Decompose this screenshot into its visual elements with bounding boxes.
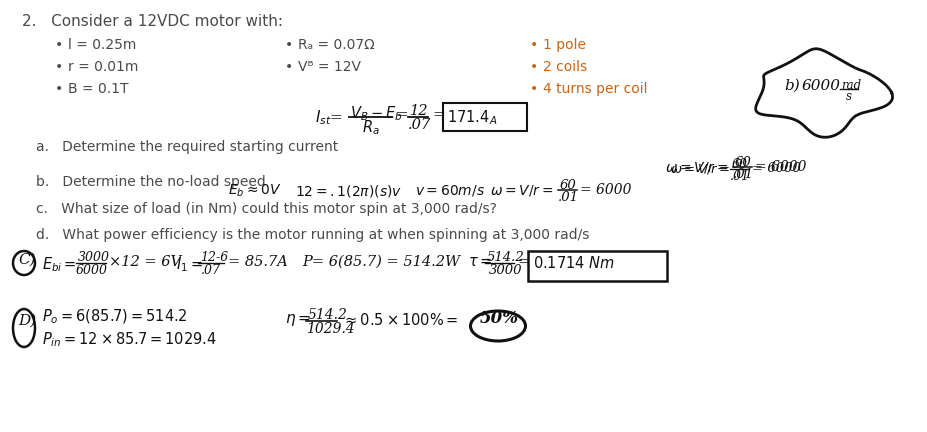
Text: $\approx 0.5\times100\% =$: $\approx 0.5\times100\% =$ [342, 312, 458, 328]
Text: Rₐ = 0.07Ω: Rₐ = 0.07Ω [298, 38, 375, 52]
Text: $P_{in} = 12\times85.7 = 1029.4$: $P_{in} = 12\times85.7 = 1029.4$ [42, 330, 216, 349]
Text: •: • [55, 82, 63, 96]
Text: •: • [285, 38, 293, 52]
Text: 60: 60 [559, 179, 576, 192]
Text: .07: .07 [201, 264, 221, 277]
Text: C): C) [18, 253, 35, 267]
Text: $171.4_A$: $171.4_A$ [447, 108, 497, 127]
Text: a.   Determine the required starting current: a. Determine the required starting curre… [36, 140, 337, 154]
FancyBboxPatch shape [442, 103, 527, 131]
Text: d.   What power efficiency is the motor running at when spinning at 3,000 rad/s: d. What power efficiency is the motor ru… [36, 228, 589, 242]
Text: =: = [395, 108, 407, 122]
Text: 3000: 3000 [489, 264, 522, 277]
Text: •: • [55, 38, 63, 52]
Text: D): D) [18, 314, 36, 328]
Text: .07: .07 [408, 118, 431, 132]
Text: .01: .01 [730, 170, 749, 183]
Text: = 6000: = 6000 [751, 162, 800, 175]
Text: = 6000: = 6000 [755, 160, 806, 174]
Text: Vᴮ = 12V: Vᴮ = 12V [298, 60, 361, 74]
Text: 1029.4: 1029.4 [306, 322, 354, 336]
Text: 12: 12 [410, 104, 428, 118]
Text: •: • [55, 60, 63, 74]
Text: $P_o = 6(85.7) = 514.2$: $P_o = 6(85.7) = 514.2$ [42, 308, 187, 327]
Text: $\omega = V/r =$: $\omega = V/r =$ [665, 160, 728, 175]
Text: $12 = .1(2\pi)(s)v$: $12 = .1(2\pi)(s)v$ [295, 183, 401, 199]
Text: =: = [517, 255, 529, 269]
Text: r = 0.01m: r = 0.01m [68, 60, 138, 74]
Text: $E_{bi}=$: $E_{bi}=$ [42, 255, 76, 274]
Text: rad: rad [840, 79, 860, 92]
Text: •: • [529, 60, 538, 74]
Text: 514.2: 514.2 [487, 251, 524, 264]
Text: $0.1714\ Nm$: $0.1714\ Nm$ [532, 255, 615, 271]
Text: $\eta=$: $\eta=$ [285, 312, 311, 328]
Text: 4 turns per coil: 4 turns per coil [542, 82, 647, 96]
FancyBboxPatch shape [527, 251, 667, 281]
Text: b): b) [783, 79, 799, 93]
Text: P= 6(85.7) = 514.2W: P= 6(85.7) = 514.2W [301, 255, 460, 269]
Text: •: • [285, 60, 293, 74]
Text: •: • [529, 38, 538, 52]
Text: 6000: 6000 [76, 264, 108, 277]
Text: 2 coils: 2 coils [542, 60, 587, 74]
Text: 12-6: 12-6 [200, 251, 228, 264]
Text: .01: .01 [732, 168, 753, 181]
Text: = 85.7A: = 85.7A [228, 255, 287, 269]
Text: $R_a$: $R_a$ [362, 118, 379, 137]
Text: 60: 60 [734, 156, 751, 169]
Text: $\omega = V/r =$: $\omega = V/r =$ [669, 162, 730, 176]
Text: = 6000: = 6000 [579, 183, 630, 197]
Text: $\omega = V/r =$: $\omega = V/r =$ [489, 183, 552, 198]
Text: 6000: 6000 [801, 79, 840, 93]
Text: •: • [529, 82, 538, 96]
Text: =: = [432, 108, 444, 122]
Text: s: s [845, 90, 851, 103]
Text: .01: .01 [557, 191, 578, 204]
Text: $v = 60m/s$: $v = 60m/s$ [414, 183, 485, 198]
Text: 60: 60 [731, 158, 747, 171]
Text: $E_b \approx 0V$: $E_b \approx 0V$ [228, 183, 281, 200]
Text: 1 pole: 1 pole [542, 38, 585, 52]
Text: c.   What size of load (in Nm) could this motor spin at 3,000 rad/s?: c. What size of load (in Nm) could this … [36, 202, 496, 216]
Text: $V_B - E_b$: $V_B - E_b$ [349, 104, 402, 123]
Text: $I_{st}$=: $I_{st}$= [314, 108, 342, 127]
Text: $\tau=$: $\tau=$ [467, 255, 491, 269]
Text: 3000: 3000 [78, 251, 110, 264]
Text: ×12 = 6V: ×12 = 6V [108, 255, 181, 269]
Text: l = 0.25m: l = 0.25m [68, 38, 136, 52]
Text: 514.2: 514.2 [308, 308, 348, 322]
Text: b.   Determine the no-load speed: b. Determine the no-load speed [36, 175, 265, 189]
Text: 2.   Consider a 12VDC motor with:: 2. Consider a 12VDC motor with: [22, 14, 283, 29]
Text: B = 0.1T: B = 0.1T [68, 82, 128, 96]
Text: $I_1=$: $I_1=$ [176, 255, 202, 274]
Text: 50%: 50% [479, 310, 518, 327]
